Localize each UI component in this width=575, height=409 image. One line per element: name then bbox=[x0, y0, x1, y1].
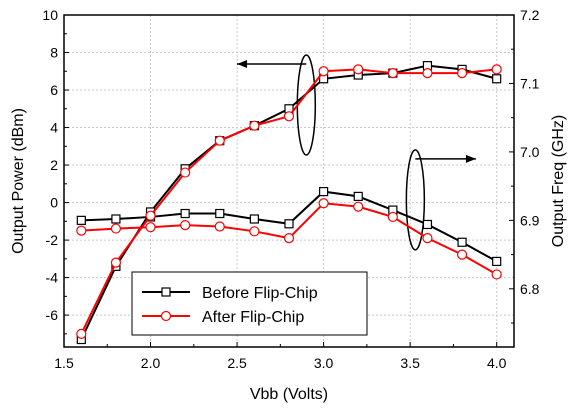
frequency-point bbox=[249, 226, 260, 237]
left-y-tick-label: 0 bbox=[50, 195, 58, 211]
frequency-point bbox=[214, 221, 225, 232]
frequency-point bbox=[249, 214, 259, 224]
power-point bbox=[214, 135, 225, 146]
left-y-tick-label: 6 bbox=[50, 82, 58, 98]
frequency-point bbox=[145, 222, 156, 233]
x-axis-title: Vbb (Volts) bbox=[250, 386, 328, 403]
frequency-point bbox=[353, 191, 363, 202]
right-y-tick-label: 7.2 bbox=[520, 7, 540, 23]
series-after-flip-chip bbox=[76, 64, 502, 339]
frequency-point bbox=[353, 201, 364, 212]
frequency-point bbox=[318, 198, 329, 209]
power-point bbox=[145, 210, 156, 221]
axis-ticks: 1.5 2.0 2.5 3.0 3.5 4.0 -6 -4 -2 0 2 4 6 8 10 6.8 6.9 7.0… bbox=[42, 7, 539, 371]
right-y-tick-label: 7.0 bbox=[520, 144, 540, 160]
frequency-point bbox=[76, 225, 87, 236]
frequency-point bbox=[491, 269, 502, 280]
frequency-point bbox=[215, 208, 225, 219]
x-tick-label: 3.5 bbox=[400, 355, 420, 371]
left-y-axis-title: Output Power (dBm) bbox=[10, 108, 27, 254]
power-point bbox=[318, 66, 329, 77]
frequency-point bbox=[456, 249, 468, 260]
legend-label: After Flip-Chip bbox=[202, 309, 304, 326]
frequency-point bbox=[76, 215, 86, 225]
annotation-ellipse bbox=[405, 149, 426, 251]
x-tick-label: 1.5 bbox=[54, 355, 74, 371]
left-y-tick-label: 10 bbox=[42, 7, 58, 23]
left-y-tick-label: -2 bbox=[46, 232, 59, 248]
plot-frame bbox=[63, 14, 515, 348]
legend: Before Flip-Chip After Flip-Chip bbox=[131, 271, 368, 336]
right-y-tick-label: 7.1 bbox=[520, 75, 540, 91]
x-tick-label: 2.0 bbox=[141, 355, 161, 371]
left-y-tick-label: 8 bbox=[50, 45, 58, 61]
power-point bbox=[180, 167, 191, 178]
left-y-tick-label: -4 bbox=[46, 270, 59, 286]
frequency-point bbox=[319, 187, 329, 197]
power-point bbox=[456, 68, 468, 79]
power-point bbox=[491, 64, 502, 75]
power-point bbox=[76, 328, 87, 339]
left-y-tick-label: -6 bbox=[46, 307, 59, 323]
data-series bbox=[76, 61, 502, 345]
frequency-point bbox=[110, 223, 122, 234]
legend-swatch-marker bbox=[160, 310, 172, 322]
power-point bbox=[353, 64, 364, 75]
power-point bbox=[110, 257, 122, 268]
x-tick-label: 3.0 bbox=[314, 355, 334, 371]
frequency-point bbox=[180, 220, 191, 231]
right-y-tick-label: 6.8 bbox=[520, 281, 540, 297]
power-point bbox=[492, 74, 502, 84]
frequency-point bbox=[180, 208, 190, 219]
frequency-point bbox=[422, 233, 433, 244]
power-point bbox=[387, 68, 398, 79]
x-tick-label: 4.0 bbox=[487, 355, 507, 371]
frequency-point bbox=[111, 214, 121, 224]
frequency-point bbox=[283, 233, 295, 244]
left-y-tick-label: 4 bbox=[50, 120, 58, 136]
power-point bbox=[283, 111, 295, 122]
annotation-arrow-head bbox=[237, 60, 248, 69]
legend-items: Before Flip-Chip After Flip-Chip bbox=[142, 285, 318, 326]
left-y-tick-label: 2 bbox=[50, 157, 58, 173]
right-y-axis-title: Output Freq (GHz) bbox=[550, 115, 567, 247]
power-point bbox=[249, 120, 260, 131]
frequency-point bbox=[284, 219, 294, 229]
legend-item: Before Flip-Chip bbox=[142, 285, 318, 302]
x-tick-label: 2.5 bbox=[227, 355, 247, 371]
power-point bbox=[422, 68, 433, 79]
legend-item: After Flip-Chip bbox=[142, 309, 304, 326]
frequency-point bbox=[457, 237, 467, 247]
legend-swatch-marker bbox=[161, 287, 171, 297]
frequency-point bbox=[387, 211, 398, 223]
frequency-point bbox=[422, 219, 433, 230]
frequency-point bbox=[492, 256, 502, 267]
legend-label: Before Flip-Chip bbox=[202, 285, 318, 302]
right-y-tick-label: 6.9 bbox=[520, 212, 540, 228]
annotation-arrow-head bbox=[465, 154, 476, 163]
legend-box bbox=[131, 271, 368, 336]
annotations bbox=[237, 54, 476, 251]
